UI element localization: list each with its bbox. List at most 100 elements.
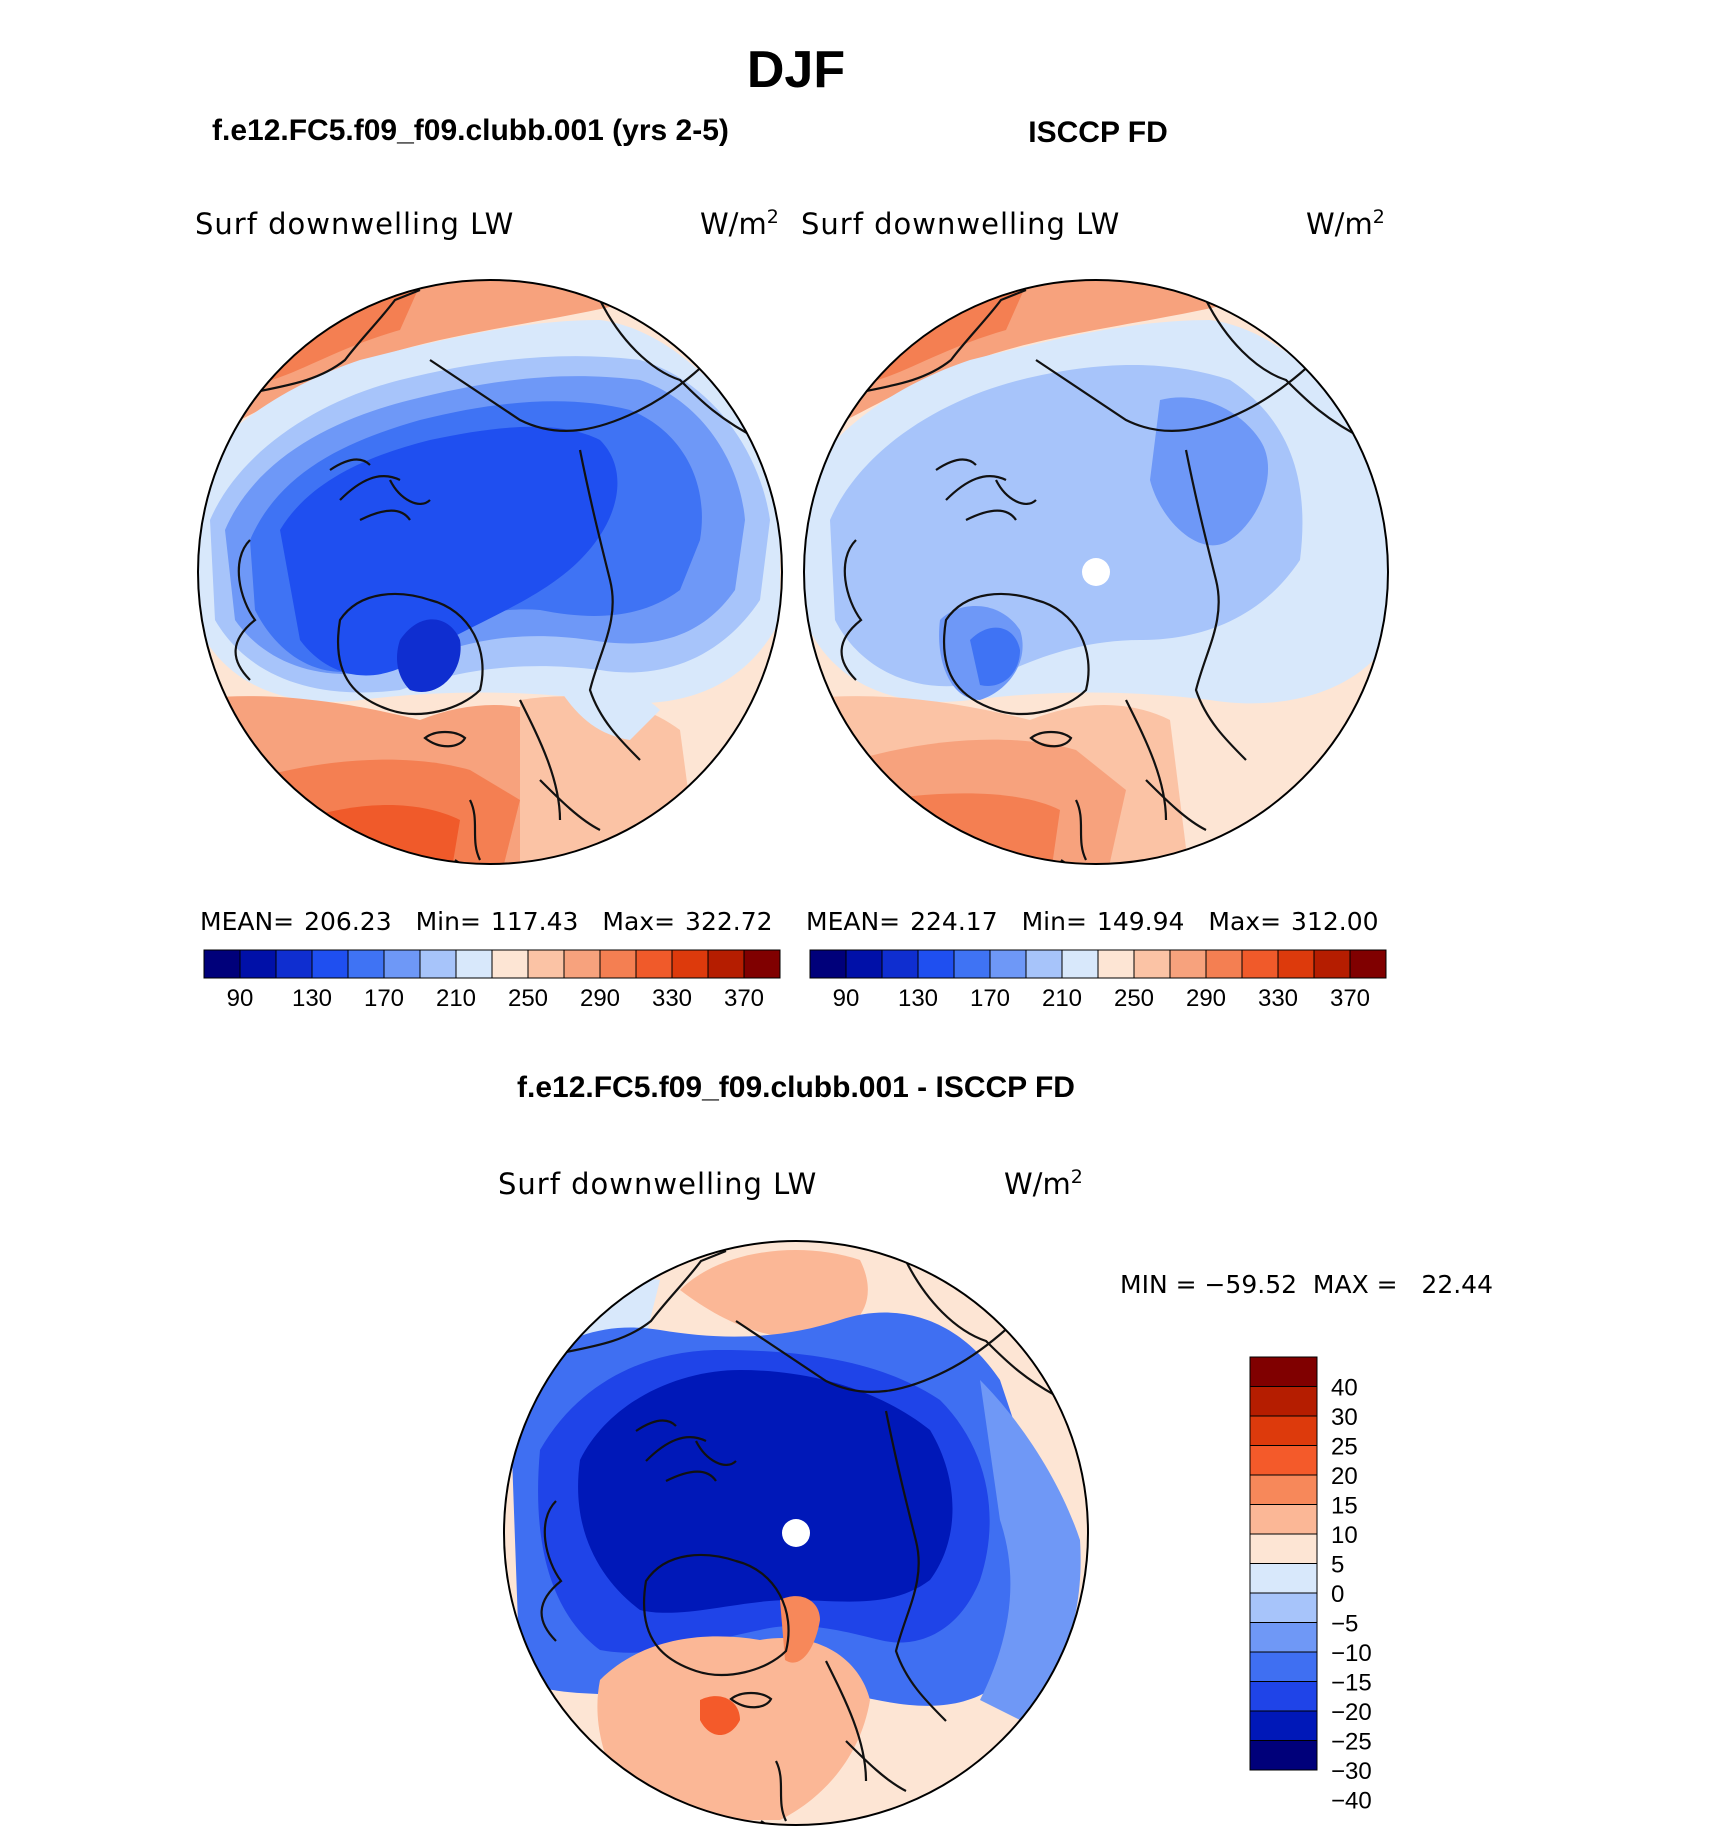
obs-units: W/m bbox=[1306, 207, 1373, 241]
obs-min-label: Min= bbox=[1022, 907, 1087, 936]
diff-map-border bbox=[503, 1240, 1089, 1826]
colorbar-swatch bbox=[1249, 1681, 1318, 1712]
colorbar-swatch bbox=[203, 949, 241, 979]
model-variable-label: Surf downwelling LW bbox=[195, 207, 514, 241]
model-mean-label: MEAN= bbox=[200, 907, 294, 936]
colorbar-swatch bbox=[1169, 949, 1207, 979]
diff-region-arctic-strongest bbox=[578, 1370, 953, 1613]
model-coast-iceland bbox=[423, 730, 467, 748]
diff-coast-archipelago bbox=[635, 1419, 737, 1482]
model-max-value: 322.72 bbox=[685, 907, 772, 936]
obs-max-value: 312.00 bbox=[1291, 907, 1378, 936]
model-region-core bbox=[280, 426, 618, 676]
diff-units-label: W/m2 bbox=[1004, 1166, 1083, 1201]
colorbar-swatch bbox=[953, 949, 991, 979]
diff-coast-greenland bbox=[643, 1553, 790, 1677]
colorbar-swatch bbox=[917, 949, 955, 979]
colorbar-tick-label: −15 bbox=[1331, 1670, 1372, 1697]
diff-coast-canada bbox=[884, 1410, 947, 1722]
colorbar-tick-label: 170 bbox=[970, 985, 1010, 1012]
diff-coast-iceland bbox=[729, 1691, 773, 1709]
colorbar-tick-label: −5 bbox=[1331, 1611, 1358, 1638]
colorbar-tick-label: 290 bbox=[580, 985, 620, 1012]
colorbar-swatch bbox=[1249, 1622, 1318, 1653]
obs-units-label: W/m2 bbox=[1306, 206, 1385, 241]
model-map-border bbox=[197, 279, 783, 865]
colorbar-tick-label: 130 bbox=[292, 985, 332, 1012]
model-region-pacific-warmer bbox=[250, 285, 420, 385]
colorbar-tick-label: −40 bbox=[1331, 1788, 1372, 1815]
diff-case-title: f.e12.FC5.f09_f09.clubb.001 - ISCCP FD bbox=[517, 1071, 1075, 1104]
colorbar-swatch bbox=[1241, 949, 1279, 979]
colorbar-swatch bbox=[1249, 1592, 1318, 1623]
colorbar-swatch bbox=[1249, 1445, 1318, 1476]
colorbar-swatch bbox=[1249, 1740, 1318, 1771]
colorbar-tick-label: 170 bbox=[364, 985, 404, 1012]
colorbar-swatch bbox=[419, 949, 457, 979]
colorbar-tick-label: 370 bbox=[1330, 985, 1370, 1012]
colorbar-swatch bbox=[1277, 949, 1315, 979]
colorbar-tick-label: −20 bbox=[1331, 1699, 1372, 1726]
colorbar-swatch bbox=[275, 949, 313, 979]
colorbar-swatch bbox=[671, 949, 709, 979]
colorbar-swatch bbox=[1061, 949, 1099, 979]
model-min-value: 117.43 bbox=[491, 907, 578, 936]
colorbar-swatch bbox=[1205, 949, 1243, 979]
colorbar-swatch bbox=[809, 949, 847, 979]
obs-mean-label: MEAN= bbox=[806, 907, 900, 936]
colorbar-tick-label: 15 bbox=[1331, 1493, 1358, 1520]
colorbar-swatch bbox=[1133, 949, 1171, 979]
colorbar-tick-label: 290 bbox=[1186, 985, 1226, 1012]
colorbar-tick-label: 40 bbox=[1331, 1375, 1358, 1402]
obs-missing-pole bbox=[1082, 558, 1110, 586]
obs-stats: MEAN= 224.17 Min= 149.94 Max= 312.00 bbox=[806, 907, 1379, 936]
obs-map bbox=[804, 280, 1388, 864]
colorbar-tick-label: 0 bbox=[1331, 1581, 1344, 1608]
model-coast-archipelago bbox=[329, 458, 431, 521]
colorbar-tick-label: 5 bbox=[1331, 1552, 1344, 1579]
model-coast-canada bbox=[578, 449, 641, 761]
diff-units: W/m bbox=[1004, 1167, 1071, 1201]
diff-region-atlantic-strong bbox=[780, 1596, 820, 1663]
colorbar-swatch bbox=[491, 949, 529, 979]
colorbar-swatch bbox=[599, 949, 637, 979]
colorbar-tick-label: 10 bbox=[1331, 1522, 1358, 1549]
model-stats: MEAN= 206.23 Min= 117.43 Max= 322.72 bbox=[200, 907, 773, 936]
colorbar-tick-label: 20 bbox=[1331, 1463, 1358, 1490]
colorbar-tick-label: 370 bbox=[724, 985, 764, 1012]
colorbar-tick-label: 90 bbox=[227, 985, 254, 1012]
colorbar-swatch bbox=[845, 949, 883, 979]
obs-min-value: 149.94 bbox=[1097, 907, 1184, 936]
model-units-label: W/m2 bbox=[700, 206, 779, 241]
model-coast-greenland bbox=[337, 592, 484, 716]
diff-coast-siberia bbox=[560, 1249, 1047, 1393]
colorbar-tick-label: 90 bbox=[833, 985, 860, 1012]
model-max-label: Max= bbox=[602, 907, 675, 936]
colorbar-swatch bbox=[1249, 1533, 1318, 1564]
model-region-greenland-min bbox=[397, 619, 461, 692]
colorbar-swatch bbox=[1249, 1651, 1318, 1682]
colorbar-swatch bbox=[1249, 1563, 1318, 1594]
colorbar-tick-label: −30 bbox=[1331, 1758, 1372, 1785]
diff-missing-pole bbox=[782, 1519, 810, 1547]
colorbar-swatch bbox=[1025, 949, 1063, 979]
obs-region-pacific-warmer bbox=[856, 285, 1026, 385]
colorbar-swatch bbox=[455, 949, 493, 979]
diff-region-pacific-positive bbox=[680, 1250, 868, 1340]
obs-coast-iceland bbox=[1029, 730, 1073, 748]
model-region-europe-cool bbox=[560, 686, 660, 740]
colorbar-swatch bbox=[1249, 1386, 1318, 1417]
colorbar-tick-label: 330 bbox=[1258, 985, 1298, 1012]
colorbar-swatch bbox=[527, 949, 565, 979]
model-colorbar: 90 130 170 210 250 290 330 370 bbox=[203, 949, 781, 1012]
model-region-pacific-warm bbox=[240, 280, 640, 420]
obs-region-greenland-min bbox=[970, 627, 1020, 686]
model-min-label: Min= bbox=[416, 907, 481, 936]
colorbar-swatch bbox=[1249, 1474, 1318, 1505]
obs-region-pacific-warm bbox=[846, 280, 1246, 420]
obs-region-blue-patch-1 bbox=[1150, 397, 1269, 546]
colorbar-swatch bbox=[563, 949, 601, 979]
colorbar-tick-label: −25 bbox=[1331, 1729, 1372, 1756]
